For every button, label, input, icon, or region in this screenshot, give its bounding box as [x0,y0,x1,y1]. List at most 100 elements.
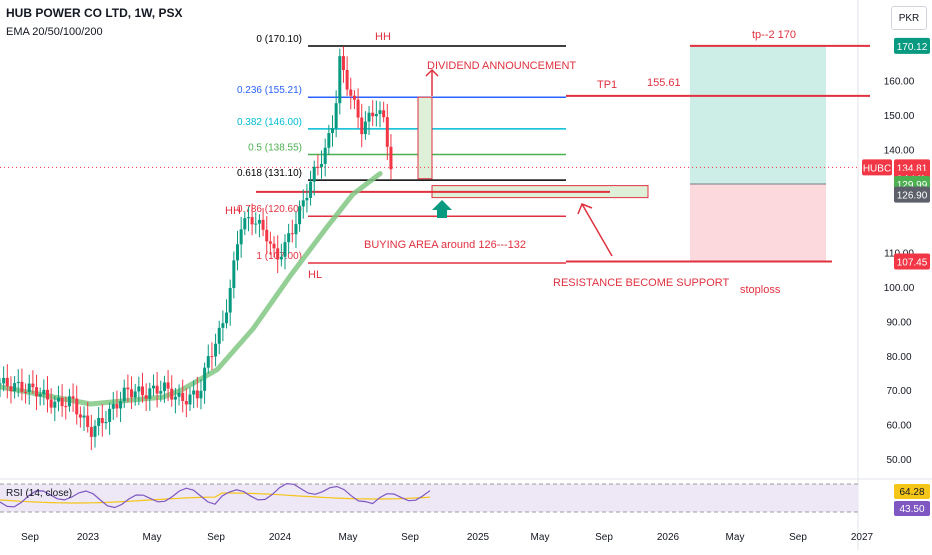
candle-body [320,163,324,168]
candle-body [144,395,148,399]
rsi-ma-value: 64.28 [899,487,924,498]
candle-body [214,343,218,357]
fib-label-0: 0 (170.10) [256,34,302,45]
annotation-tp1-value: 155.61 [647,77,681,89]
candle-body [115,404,119,409]
candle-body [192,390,196,395]
candle-body [378,110,382,114]
symbol-price-tag: HUBC [863,163,891,174]
candle-body [330,128,334,133]
ema-line [0,171,383,407]
indicator-label[interactable]: EMA 20/50/100/200 [6,26,103,38]
candle-body [162,382,166,392]
candle-body [298,206,302,225]
candle-body [225,312,229,324]
candle-body [38,394,42,397]
candle-body [56,397,60,402]
candle-body [290,233,294,235]
candle-body [316,166,320,168]
y-tick-label: 60.00 [886,421,911,432]
fib-label-5: 0.786 (120.60) [237,204,302,215]
candle-body [86,415,90,427]
y-tick-label: 140.00 [884,146,915,157]
candle-body [53,401,57,408]
annotation-tp1: TP1 [597,79,617,91]
candle-body [232,260,236,288]
currency-button[interactable]: PKR [891,6,927,30]
candle-body [235,244,239,261]
buy-arrow-icon [432,200,452,218]
candle-body [137,386,141,392]
x-tick-label: May [531,532,550,543]
candle-body [71,396,75,399]
price-label-bg [894,253,930,270]
annotation-buying-area: BUYING AREA around 126---132 [364,239,526,251]
candle-body [228,287,232,313]
candle-body [257,219,261,224]
x-tick-label: Sep [595,532,613,543]
candle-body [199,390,203,399]
candle-body [195,390,199,399]
candle-body [93,425,97,437]
candle-body [203,367,207,391]
candle-body [16,381,20,384]
price-label-bg [894,37,930,54]
candle-body [122,387,126,402]
candle-body [254,223,258,225]
candle-body [155,385,159,394]
candle-body [170,388,174,400]
candle-body [35,387,39,397]
candle-body [148,388,152,399]
candle-body [177,392,181,397]
x-tick-label: May [339,532,358,543]
candle-body [181,392,185,402]
candle-body [97,417,101,426]
y-tick-label: 90.00 [886,317,911,328]
annotation-hh-left: HH [225,205,241,217]
candle-body [352,95,356,100]
candle-body [312,166,316,182]
x-tick-label: 2027 [851,532,874,543]
symbol-title[interactable]: HUB POWER CO LTD, 1W, PSX [6,6,183,20]
candle-body [272,243,276,249]
candle-body [20,381,24,392]
fib-label-2: 0.382 (146.00) [237,117,302,128]
fib-label-6: 1 (107.00) [256,251,302,262]
x-tick-label: May [726,532,745,543]
rsi-label[interactable]: RSI (14, close) [6,488,73,499]
candle-body [31,383,35,388]
candle-body [133,391,137,398]
y-tick-label: 80.00 [886,352,911,363]
candle-body [283,242,287,257]
candle-body [323,147,327,164]
resistance-arrow-icon [581,203,613,257]
candle-body [279,256,283,260]
candle-body [60,397,64,407]
candle-body [341,56,345,70]
price-label-bg [862,159,892,176]
candle-body [301,200,305,207]
y-tick-label: 100.00 [884,283,915,294]
candle-body [188,394,192,405]
candle-body [371,112,375,117]
candle-body [338,56,342,104]
candle-body [367,112,371,122]
target-zone [690,45,826,184]
candle-body [78,414,82,418]
candle-body [305,197,309,201]
candle-body [13,383,17,392]
candle-body [327,132,331,148]
candle-body [119,401,123,409]
x-tick-label: Sep [21,532,39,543]
candle-body [104,421,108,424]
x-tick-label: 2023 [77,532,100,543]
candle-body [75,398,79,415]
rsi-line [0,482,431,509]
candle-body [349,89,353,96]
annotation-hl: HL [308,269,322,281]
candle-body [206,356,210,368]
candle-body [140,386,144,396]
candle-body [108,408,112,422]
price-label: 107.45 [897,257,928,268]
